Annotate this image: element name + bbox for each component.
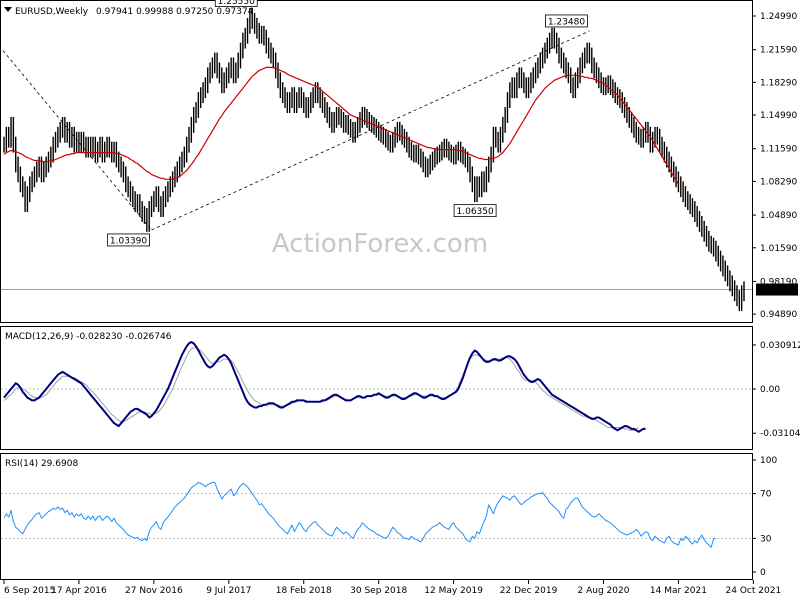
x-axis-label: 12 May 2019 [424, 586, 483, 596]
price-axis-label: 1.14990 [760, 111, 797, 121]
price-panel-frame [0, 0, 753, 323]
swing-label: 1.06350 [457, 207, 494, 217]
moving-average-line [3, 66, 679, 185]
swing-label: 1.03390 [110, 236, 147, 246]
trend-line-up [151, 30, 590, 231]
watermark: ActionForex.com [272, 229, 488, 259]
x-axis-label: 2 Aug 2020 [578, 586, 630, 596]
dropdown-triangle-icon[interactable] [4, 7, 12, 12]
price-axis-label: 1.01590 [760, 244, 797, 254]
swing-label-box [214, 0, 258, 7]
price-axis-label: 1.11590 [760, 145, 797, 155]
rsi-line [3, 481, 716, 548]
rsi-panel: 100 70 30 0 [1, 456, 777, 578]
x-axis-label: 6 Sep 2015 [4, 586, 55, 596]
current-price-label: 0.97374 [759, 286, 796, 296]
x-axis-label: 24 Oct 2021 [726, 586, 782, 596]
macd-axis-label: 0.00 [760, 385, 780, 395]
rsi-panel-frame [0, 453, 753, 580]
x-axis-label: 9 Jul 2017 [206, 586, 251, 596]
macd-main-line [3, 341, 646, 433]
x-axis-label: 22 Dec 2019 [500, 586, 558, 596]
macd-axis-label: 0.030912 [760, 341, 800, 351]
price-axis-label: 1.04890 [760, 211, 797, 221]
price-axis-label: 1.08290 [760, 177, 797, 187]
price-axis-label: 1.21590 [760, 46, 797, 56]
price-axis-label: 0.94890 [760, 310, 797, 320]
ohlc-values: 0.97941 0.99988 0.97250 0.97374 [96, 7, 254, 17]
macd-axis-label: -0.031046 [760, 429, 800, 439]
price-axis-label: 0.98190 [760, 277, 797, 287]
rsi-axis-label: 70 [760, 490, 772, 500]
macd-panel-frame [0, 326, 753, 450]
symbol-label: EURUSD,Weekly [15, 7, 89, 17]
rsi-axis-label: 30 [760, 534, 772, 544]
price-panel: 1.25550 1.03390 1.23480 1.06350 1.24990 1.215… [1, 0, 798, 320]
swing-label-box [107, 233, 150, 247]
rsi-axis-label: 0 [760, 568, 766, 578]
x-axis-label: 17 Apr 2016 [51, 586, 107, 596]
macd-panel: 0.030912 0.00 -0.031046 [1, 341, 800, 439]
swing-label: 1.23480 [548, 17, 585, 27]
price-axis-label: 1.24990 [760, 12, 797, 22]
x-axis-label: 30 Sep 2018 [350, 586, 407, 596]
x-axis-label: 27 Nov 2016 [125, 586, 183, 596]
x-axis-label: 18 Feb 2018 [276, 586, 332, 596]
rsi-axis-label: 100 [760, 456, 777, 466]
rsi-title: RSI(14) 29.6908 [5, 459, 78, 469]
swing-label: 1.25550 [218, 0, 255, 7]
swing-label-box [453, 204, 497, 218]
price-axis-label: 1.18290 [760, 78, 797, 88]
macd-title: MACD(12,26,9) -0.028230 -0.026746 [5, 332, 172, 342]
current-price-tag [756, 283, 798, 296]
x-axis-label: 14 Mar 2021 [650, 586, 707, 596]
swing-label-box [545, 14, 588, 28]
